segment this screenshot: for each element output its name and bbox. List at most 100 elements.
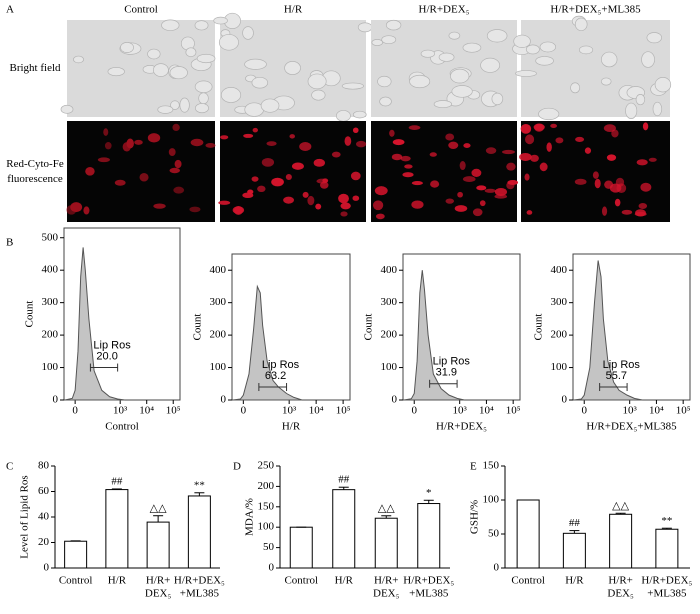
x-tick-label: 10⁵ xyxy=(336,405,351,417)
y-tick-label: 40 xyxy=(38,511,50,523)
x-tick-label: H/R+DEX₅ xyxy=(174,575,225,587)
cell-fluorescence xyxy=(614,198,621,207)
cell-fluorescence xyxy=(373,200,384,211)
bright-field-image xyxy=(521,20,670,117)
cell-outline xyxy=(195,103,209,114)
cell-fluorescence xyxy=(338,193,349,204)
cell-fluorescence xyxy=(97,157,110,163)
cell-fluorescence xyxy=(168,148,176,157)
y-tick-label: 400 xyxy=(210,264,227,276)
y-tick-label: 0 xyxy=(494,562,500,574)
x-tick-label: Control xyxy=(511,575,545,587)
column-label: Control xyxy=(124,4,158,16)
cell-outline xyxy=(570,82,581,94)
cell-outline xyxy=(491,92,504,106)
x-tick-label: H/R xyxy=(108,575,127,587)
cell-outline xyxy=(284,61,301,75)
cell-outline xyxy=(196,53,216,64)
bar xyxy=(609,513,633,569)
significance-mark: △△ xyxy=(378,502,395,514)
y-axis-label: Count xyxy=(24,301,36,328)
cell-outline xyxy=(73,55,84,64)
y-tick-label: 100 xyxy=(483,494,500,506)
cell-fluorescence xyxy=(534,123,544,132)
cell-fluorescence xyxy=(611,129,619,138)
cell-fluorescence xyxy=(408,125,421,130)
cell-fluorescence xyxy=(550,123,557,128)
x-tick-label: +ML385 xyxy=(647,588,687,600)
cell-fluorescence xyxy=(472,208,483,217)
cell-fluorescence xyxy=(218,200,231,205)
x-tick-label: H/R xyxy=(565,575,584,587)
x-tick-label: H/R xyxy=(335,575,354,587)
cell-fluorescence xyxy=(169,167,181,174)
y-tick-label: 0 xyxy=(269,562,275,574)
cell-fluorescence xyxy=(584,147,592,154)
panel-label: E xyxy=(470,461,477,473)
x-tick-label: DEX₅ xyxy=(145,588,172,600)
significance-mark: ## xyxy=(111,475,123,487)
y-axis-label: Count xyxy=(533,314,545,341)
cell-fluorescence xyxy=(402,172,414,178)
cell-fluorescence xyxy=(114,179,126,186)
bar xyxy=(516,499,540,569)
cell-outline xyxy=(352,110,367,119)
cell-outline xyxy=(654,77,672,93)
cell-fluorescence xyxy=(352,195,360,201)
cell-fluorescence xyxy=(320,181,329,189)
y-tick-label: 100 xyxy=(210,361,227,373)
cell-fluorescence xyxy=(299,142,312,151)
row-label: Bright field xyxy=(9,62,61,74)
significance-mark: ## xyxy=(569,517,581,529)
x-tick-label: 10⁵ xyxy=(676,405,691,417)
x-tick-label: 0 xyxy=(581,405,587,417)
cell-outline xyxy=(480,57,501,73)
histogram-area xyxy=(64,247,125,401)
cell-outline xyxy=(451,85,473,98)
histogram-area xyxy=(403,270,465,401)
y-tick-label: 100 xyxy=(258,521,275,533)
cell-outline xyxy=(641,51,655,68)
cell-fluorescence xyxy=(457,191,463,198)
bar xyxy=(332,489,356,569)
cell-outline xyxy=(438,52,455,62)
cell-fluorescence xyxy=(205,143,216,148)
cell-fluorescence xyxy=(604,180,614,189)
cell-fluorescence xyxy=(485,147,497,154)
cell-outline xyxy=(260,98,280,113)
x-tick-label: 10⁵ xyxy=(506,405,521,417)
x-tick-label: 10⁴ xyxy=(309,405,324,417)
cell-outline xyxy=(600,77,612,86)
cell-fluorescence xyxy=(344,136,352,146)
cell-fluorescence xyxy=(429,152,437,157)
y-axis-label: Count xyxy=(192,314,204,341)
gate-value: 55.7 xyxy=(606,370,627,382)
x-tick-label: H/R+ xyxy=(146,575,171,587)
cell-fluorescence xyxy=(289,134,295,139)
y-tick-label: 300 xyxy=(551,296,568,308)
cell-outline xyxy=(635,94,646,106)
cell-fluorescence xyxy=(526,210,533,215)
cell-outline xyxy=(420,49,435,58)
significance-mark: ** xyxy=(194,479,205,491)
row-label: fluorescence xyxy=(7,173,63,185)
x-tick-label: 10⁴ xyxy=(649,405,664,417)
column-label: H/R xyxy=(284,4,303,16)
y-axis-label: Level of Lipid Ros xyxy=(19,475,31,558)
cell-fluorescence xyxy=(271,177,284,187)
cell-outline xyxy=(486,29,508,43)
cell-outline xyxy=(538,107,560,121)
cell-fluorescence xyxy=(173,186,185,194)
y-tick-label: 20 xyxy=(38,536,50,548)
cell-fluorescence xyxy=(546,142,552,152)
column-label: H/R+DEX₅+ML385 xyxy=(550,4,641,16)
cell-fluorescence xyxy=(411,200,424,209)
cell-fluorescence xyxy=(70,202,83,213)
cell-fluorescence xyxy=(400,155,411,162)
y-tick-label: 300 xyxy=(42,296,59,308)
cell-fluorescence xyxy=(126,138,134,149)
panel-label: B xyxy=(6,237,13,249)
cell-fluorescence xyxy=(103,128,109,136)
cell-outline xyxy=(525,44,540,55)
x-tick-label: H/R+ xyxy=(374,575,399,587)
